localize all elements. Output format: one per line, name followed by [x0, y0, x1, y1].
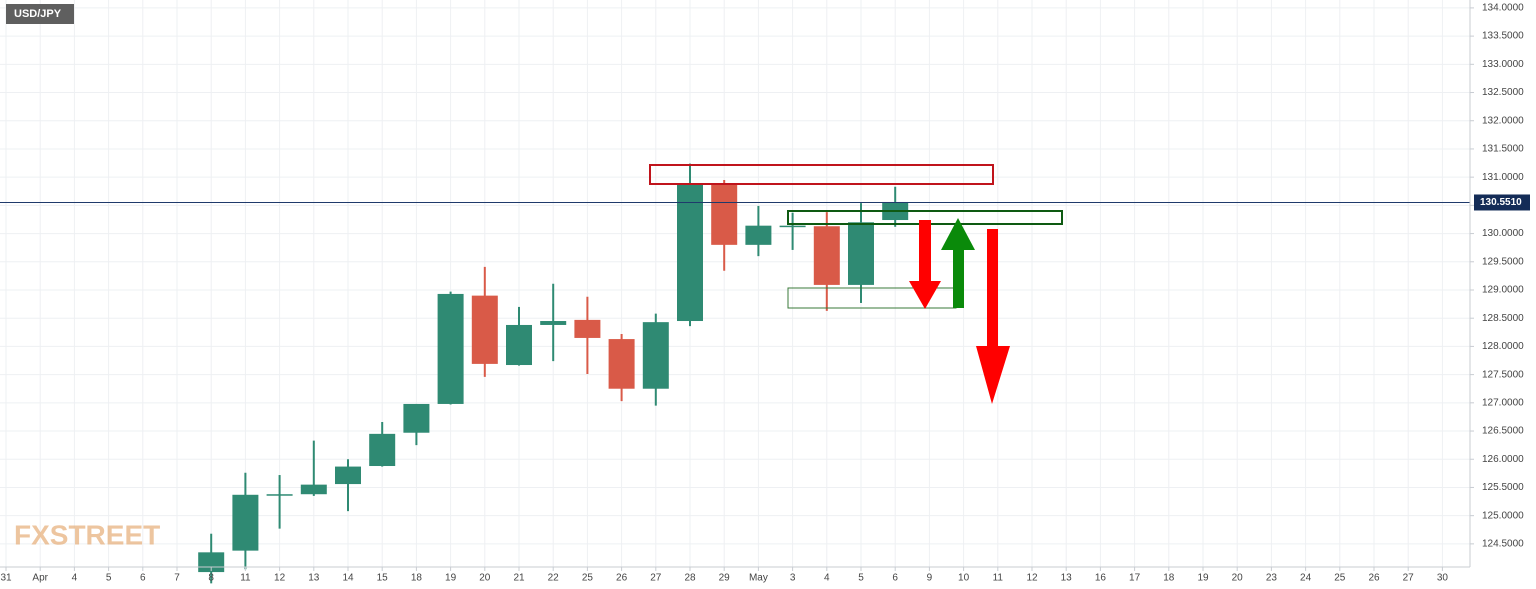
candle-body — [300, 484, 327, 495]
candle-body — [437, 293, 464, 404]
up-arrow — [941, 218, 975, 308]
y-tick-label: 126.5000 — [1482, 426, 1524, 437]
x-tick-label: Apr — [32, 573, 48, 584]
x-tick-label: 19 — [445, 573, 457, 584]
x-tick-label: 19 — [1197, 573, 1209, 584]
y-tick-label: 132.0000 — [1482, 115, 1524, 126]
x-tick-label: 6 — [892, 573, 898, 584]
x-tick-label: 23 — [1266, 573, 1278, 584]
x-tick-label: 28 — [684, 573, 696, 584]
y-tick-label: 125.5000 — [1482, 482, 1524, 493]
x-tick-label: 27 — [1403, 573, 1415, 584]
x-tick-label: 12 — [1026, 573, 1038, 584]
x-tick-label: 5 — [858, 573, 864, 584]
y-tick-label: 133.0000 — [1482, 59, 1524, 70]
candle-body — [813, 226, 840, 285]
x-tick-label: 3 — [790, 573, 796, 584]
candle-body — [540, 321, 567, 325]
x-tick-label: 6 — [140, 573, 146, 584]
y-tick-label: 131.0000 — [1482, 172, 1524, 183]
x-tick-label: 29 — [719, 573, 731, 584]
y-tick-label: 127.5000 — [1482, 369, 1524, 380]
price-tag — [1474, 194, 1530, 211]
x-tick-label: 14 — [342, 573, 354, 584]
x-tick-label: 17 — [1129, 573, 1141, 584]
candle-body — [335, 466, 361, 485]
candle-body — [232, 494, 259, 551]
x-tick-label: 4 — [72, 573, 78, 584]
x-tick-label: 7 — [174, 573, 180, 584]
x-tick-label: 26 — [1368, 573, 1380, 584]
candle-body — [848, 222, 874, 285]
y-tick-label: 131.5000 — [1482, 144, 1524, 155]
down-arrow — [909, 220, 941, 309]
y-tick-label: 133.5000 — [1482, 31, 1524, 42]
x-tick-label: 18 — [1163, 573, 1175, 584]
x-tick-label: 13 — [308, 573, 320, 584]
candle-body — [369, 433, 396, 467]
x-tick-label: 5 — [106, 573, 112, 584]
candle-body — [506, 324, 532, 366]
y-tick-label: 130.0000 — [1482, 228, 1524, 239]
x-tick-label: 9 — [927, 573, 933, 584]
y-tick-label: 128.5000 — [1482, 313, 1524, 324]
x-tick-label: 25 — [582, 573, 594, 584]
annotations — [649, 164, 1063, 404]
title-box — [6, 4, 74, 24]
x-tick-label: 30 — [1437, 573, 1449, 584]
y-tick-label: 124.5000 — [1482, 539, 1524, 550]
candle-body — [471, 295, 498, 364]
x-tick-label: 21 — [513, 573, 525, 584]
x-tick-label: 11 — [993, 573, 1004, 584]
candle-body — [403, 403, 430, 433]
x-tick-label: 26 — [616, 573, 628, 584]
resistance-box — [649, 164, 994, 185]
y-tick-label: 125.0000 — [1482, 510, 1524, 521]
x-tick-label: 8 — [208, 573, 214, 584]
y-tick-label: 128.0000 — [1482, 341, 1524, 352]
candle-body — [574, 319, 601, 338]
x-tick-label: 4 — [824, 573, 830, 584]
x-tick-label: 20 — [479, 573, 491, 584]
x-tick-label: 25 — [1334, 573, 1346, 584]
candle-body — [266, 494, 293, 496]
x-tick-label: 24 — [1300, 573, 1312, 584]
x-tick-label: 16 — [1095, 573, 1107, 584]
candle-body — [745, 225, 772, 245]
grid-layer — [0, 0, 1470, 567]
x-tick-label: 18 — [411, 573, 423, 584]
candle-body — [608, 339, 635, 389]
x-tick-label: 22 — [548, 573, 560, 584]
x-tick-label: 31 — [0, 573, 12, 584]
x-tick-label: 20 — [1232, 573, 1244, 584]
down-arrow — [976, 229, 1010, 404]
x-tick-label: 12 — [274, 573, 286, 584]
y-tick-label: 127.0000 — [1482, 397, 1524, 408]
y-tick-label: 129.0000 — [1482, 285, 1524, 296]
candle-body — [677, 183, 703, 322]
x-tick-label: 27 — [650, 573, 662, 584]
candle-body — [642, 322, 669, 389]
x-tick-label: 13 — [1061, 573, 1073, 584]
chart-title: USD/JPY — [14, 8, 62, 20]
y-tick-label: 132.5000 — [1482, 87, 1524, 98]
price-tag-label: 130.5510 — [1480, 197, 1522, 208]
y-tick-label: 134.0000 — [1482, 3, 1524, 14]
marks-layer — [0, 163, 1470, 584]
x-tick-label: 15 — [377, 573, 389, 584]
watermark: FXSTREET — [14, 519, 160, 550]
x-tick-label: 11 — [240, 573, 251, 584]
y-tick-label: 129.5000 — [1482, 256, 1524, 267]
x-tick-label: 10 — [958, 573, 970, 584]
candle-body — [711, 183, 738, 245]
candle-body — [779, 225, 806, 228]
x-tick-label: May — [749, 573, 768, 584]
y-tick-label: 126.0000 — [1482, 454, 1524, 465]
